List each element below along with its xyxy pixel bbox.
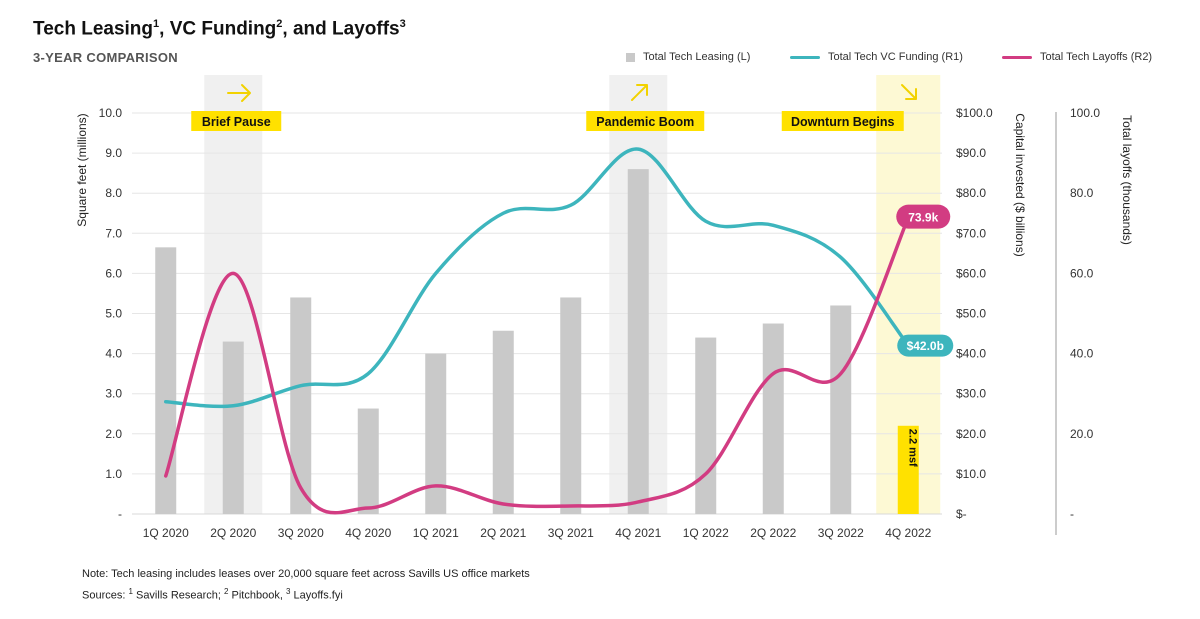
y-right2-tick: 60.0 <box>1070 266 1094 280</box>
y-right2-tick: 100.0 <box>1070 106 1100 120</box>
x-tick-label: 3Q 2020 <box>278 526 324 540</box>
legend-swatch-layoffs <box>1002 55 1032 59</box>
x-tick-label: 3Q 2021 <box>548 526 594 540</box>
bar <box>290 297 312 514</box>
bar <box>627 169 649 514</box>
y-right1-tick: $50.0 <box>956 307 986 321</box>
arrow-up-right-icon <box>631 84 648 101</box>
x-tick-label: 1Q 2021 <box>413 526 459 540</box>
bar <box>560 297 582 514</box>
label-downturn-begins: Downturn Begins <box>791 115 895 129</box>
chart-subtitle: 3-YEAR COMPARISON <box>33 50 178 65</box>
y-left-tick: 6.0 <box>105 266 122 280</box>
y-left-tick: 7.0 <box>105 226 122 240</box>
legend-label-layoffs: Total Tech Layoffs (R2) <box>1040 51 1153 63</box>
label-pandemic-boom-bg <box>586 111 705 131</box>
y-left-tick: 1.0 <box>105 467 122 481</box>
combo-chart: - 1.0 2.0 3.0 4.0 5.0 6.0 7.0 8.0 9.0 10.0 $- $10.0 $… <box>75 75 1134 540</box>
chart-title: Tech Leasing1, VC Funding2, and Layoffs3 <box>33 18 406 40</box>
y-right1-label: Capital invested ($ billions) <box>1013 113 1027 256</box>
x-tick-label: 4Q 2021 <box>615 526 661 540</box>
legend-item-layoffs: Total Tech Layoffs (R2) <box>1002 51 1152 63</box>
legend-swatch-leasing <box>626 52 635 62</box>
vc-end-label: $42.0b <box>907 339 944 353</box>
x-tick-label: 2Q 2020 <box>210 526 256 540</box>
y-left-tick: - <box>118 507 122 521</box>
bar-highlight <box>897 425 919 514</box>
x-tick-label: 1Q 2020 <box>143 526 189 540</box>
label-brief-pause: Brief Pause <box>202 115 271 129</box>
vc-end-pill <box>897 334 954 357</box>
y-right1-tick: $80.0 <box>956 186 986 200</box>
legend-swatch-vc <box>790 55 820 59</box>
y-left-tick: 2.0 <box>105 427 122 441</box>
x-tick-label: 3Q 2022 <box>818 526 864 540</box>
layoffs-end-label: 73.9k <box>908 211 938 225</box>
y-right1-tick: $40.0 <box>956 347 986 361</box>
y-right1-tick: $70.0 <box>956 226 986 240</box>
y-right1-tick: $30.0 <box>956 387 986 401</box>
bar <box>492 330 514 514</box>
line-vc-funding <box>164 147 910 409</box>
y-right2-label: Total layoffs (thousands) <box>1120 115 1134 245</box>
y-right2-tick: 20.0 <box>1070 427 1094 441</box>
legend-item-vc: Total Tech VC Funding (R1) <box>790 51 963 63</box>
chart-notes: Note: Tech leasing includes leases over … <box>82 566 530 605</box>
legend-label-leasing: Total Tech Leasing (L) <box>643 51 751 63</box>
note-text: Note: Tech leasing includes leases over … <box>82 568 530 580</box>
y-right1-tick: $90.0 <box>956 146 986 160</box>
x-tick-label: 2Q 2022 <box>750 526 796 540</box>
line-layoffs <box>164 215 910 515</box>
layoffs-end-pill <box>896 204 951 229</box>
y-right2-tick: 80.0 <box>1070 186 1094 200</box>
bar <box>762 323 784 514</box>
y-left-tick: 10.0 <box>99 106 123 120</box>
y-left-tick: 5.0 <box>105 307 122 321</box>
label-pandemic-boom: Pandemic Boom <box>596 115 694 129</box>
y-left-tick: 3.0 <box>105 387 122 401</box>
x-tick-label: 1Q 2022 <box>683 526 729 540</box>
label-downturn-begins-bg <box>781 111 904 131</box>
x-tick-label: 4Q 2022 <box>885 526 931 540</box>
legend-item-leasing: Total Tech Leasing (L) <box>626 51 750 63</box>
y-left-label: Square feet (millions) <box>75 113 89 226</box>
x-tick-label: 2Q 2021 <box>480 526 526 540</box>
y-right1-tick: $- <box>956 507 967 521</box>
y-left-tick: 9.0 <box>105 146 122 160</box>
y-left-tick: 8.0 <box>105 186 122 200</box>
bar <box>425 353 447 514</box>
bar <box>357 408 379 514</box>
legend-label-vc: Total Tech VC Funding (R1) <box>828 51 963 63</box>
x-tick-label: 4Q 2020 <box>345 526 391 540</box>
bar <box>830 305 852 514</box>
y-right2-tick: - <box>1070 507 1074 521</box>
y-right1-tick: $20.0 <box>956 427 986 441</box>
label-brief-pause-bg <box>191 111 282 131</box>
bar <box>222 341 244 514</box>
bar-label: 2.2 msf <box>906 429 918 467</box>
y-right1-tick: $10.0 <box>956 467 986 481</box>
y-right2-tick: 40.0 <box>1070 347 1094 361</box>
bar <box>155 247 177 514</box>
arrow-down-right-icon <box>901 84 917 100</box>
y-left-tick: 4.0 <box>105 347 122 361</box>
y-right1-tick: $60.0 <box>956 266 986 280</box>
bar <box>695 337 717 514</box>
y-right1-tick: $100.0 <box>956 106 993 120</box>
arrow-right-icon <box>227 84 251 102</box>
sources-text: Sources: 1 Savills Research; 2 Pitchbook… <box>82 587 343 602</box>
